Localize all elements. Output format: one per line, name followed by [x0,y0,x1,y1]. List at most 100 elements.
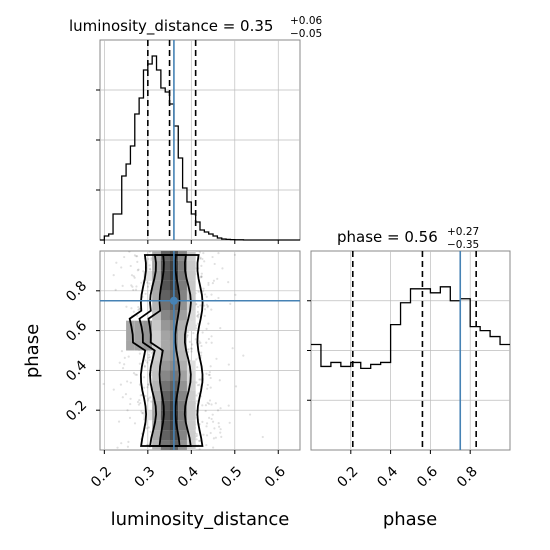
density-cell [152,270,161,281]
sample-point [219,407,222,410]
density-cell [186,320,196,331]
density-cell [160,290,170,301]
sample-point [216,409,220,412]
sample-point [146,386,149,389]
sample-point [227,363,230,366]
histogram-bin [117,214,121,240]
sample-point [205,295,208,298]
sample-point [204,409,207,413]
sample-point [233,253,237,256]
sample-point [138,398,141,402]
sample-point [201,404,204,407]
sample-point [196,434,199,437]
sample-point [147,426,150,429]
histogram-bin [480,331,490,450]
panel-phase-vs-luminosity-distance: 0.2 0.3 0.4 0.5 0.6 0.2 0.4 0.6 0.8 luminosity_… [22,250,301,530]
sample-point [217,251,220,255]
sample-point [133,254,137,257]
density-cell [143,330,153,341]
sample-point [150,256,153,260]
sample-point [207,373,210,376]
x-tick-label: 0.2 [88,464,115,491]
density-cell [186,251,196,261]
histogram-bin [371,364,381,450]
histogram-bars [100,55,300,241]
sample-point [207,322,210,325]
tick-marks [96,290,279,454]
sample-point [202,433,205,436]
density-cell [152,280,161,291]
density-cell [152,380,161,391]
histogram-bin [139,98,143,240]
sample-point [202,251,205,255]
sample-point [210,335,213,338]
title-phase-sup: +0.27 [447,226,479,238]
sample-point [199,304,202,307]
sample-point [186,334,189,337]
density-cell [160,310,170,321]
sample-point [199,256,202,259]
histogram-bin [213,236,217,240]
tick-marks [96,89,279,244]
sample-point [198,251,201,254]
sample-point [227,404,230,407]
sample-point [143,365,146,368]
histogram-bin [411,289,421,450]
density-cell [160,370,170,381]
sample-point [121,396,124,399]
density-cell [134,320,144,331]
sample-point [210,417,213,421]
sample-point [209,386,212,389]
sample-point [202,287,205,290]
sample-point [210,293,213,296]
sample-point [211,413,214,416]
sample-point [143,364,146,367]
sample-point [130,307,133,310]
quantile-lines [147,40,197,240]
sample-point [208,399,212,402]
sample-point [217,296,220,300]
density-cell [143,320,153,331]
sample-point [213,262,216,266]
sample-point [199,276,203,279]
sample-point [142,376,146,379]
density-cell [178,290,187,301]
sample-point [242,354,245,357]
sample-point [137,268,140,271]
sample-point [120,442,123,445]
sample-point [135,255,139,258]
histogram-bin [183,188,187,240]
density-cell [178,430,187,441]
sample-point [213,427,216,430]
sample-point [206,401,209,404]
sample-point [148,353,151,356]
density-cell [178,251,187,261]
sample-point [219,428,222,431]
sample-point [91,401,93,403]
sample-point [195,303,198,306]
density-cell [160,320,170,331]
y-tick-label: 0.2 [63,397,90,424]
density-cell [152,330,161,341]
sample-point [135,285,138,288]
sample-point [133,276,136,279]
sample-point [205,341,208,344]
histogram-bin [200,230,204,240]
sample-point [206,387,209,390]
sample-point [198,257,202,260]
contour-outer [128,254,204,447]
density-cell [178,280,187,291]
density-cell [143,410,153,421]
density-cell [186,390,196,401]
sample-point [197,392,200,395]
sample-point [198,383,201,386]
sample-point [218,379,221,382]
density-cell [160,300,170,311]
sample-point [132,310,135,313]
histogram-bin [126,164,130,240]
x-tick-label: 0.4 [374,464,401,491]
density-cell [186,380,196,391]
histogram-bin [470,327,480,450]
sample-point [118,361,121,364]
